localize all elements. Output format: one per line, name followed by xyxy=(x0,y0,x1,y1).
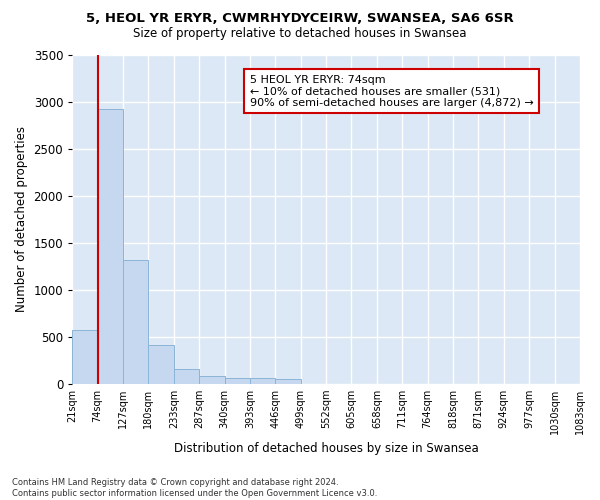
Text: 5 HEOL YR ERYR: 74sqm
← 10% of detached houses are smaller (531)
90% of semi-det: 5 HEOL YR ERYR: 74sqm ← 10% of detached … xyxy=(250,74,533,108)
Y-axis label: Number of detached properties: Number of detached properties xyxy=(15,126,28,312)
Bar xyxy=(275,379,301,384)
Bar xyxy=(250,378,275,384)
Bar xyxy=(98,110,123,384)
Bar xyxy=(123,260,148,384)
Bar xyxy=(224,378,250,384)
Bar xyxy=(72,330,98,384)
Bar xyxy=(148,345,174,384)
X-axis label: Distribution of detached houses by size in Swansea: Distribution of detached houses by size … xyxy=(174,442,478,455)
Bar xyxy=(199,376,224,384)
Text: 5, HEOL YR ERYR, CWMRHYDYCEIRW, SWANSEA, SA6 6SR: 5, HEOL YR ERYR, CWMRHYDYCEIRW, SWANSEA,… xyxy=(86,12,514,26)
Text: Size of property relative to detached houses in Swansea: Size of property relative to detached ho… xyxy=(133,28,467,40)
Bar xyxy=(174,368,199,384)
Text: Contains HM Land Registry data © Crown copyright and database right 2024.
Contai: Contains HM Land Registry data © Crown c… xyxy=(12,478,377,498)
